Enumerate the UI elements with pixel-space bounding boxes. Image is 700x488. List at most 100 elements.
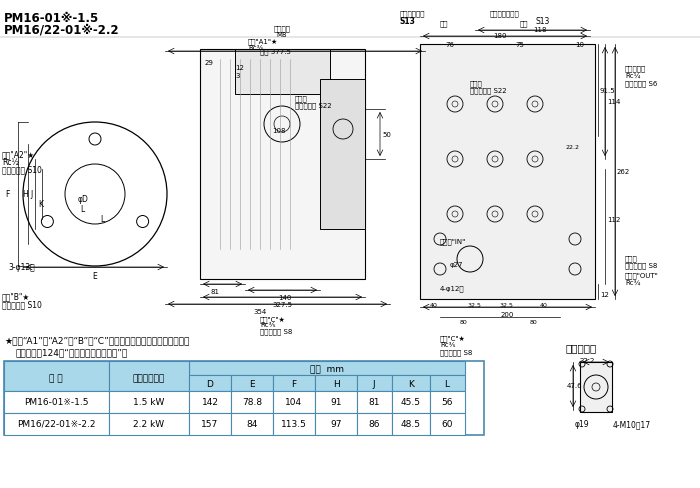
Bar: [315, 413, 357, 435]
Text: 加油口: 加油口: [295, 95, 308, 102]
Bar: [189, 375, 231, 391]
Text: 流量调节器蜗钉: 流量调节器蜗钉: [490, 10, 519, 17]
Text: 吸入口详情: 吸入口详情: [565, 342, 596, 352]
Text: K: K: [38, 200, 43, 209]
Bar: [430, 375, 465, 391]
Bar: [231, 391, 273, 413]
Bar: [357, 413, 392, 435]
Text: 压力检测口: 压力检测口: [625, 65, 646, 71]
Text: 200: 200: [500, 311, 514, 317]
Text: 180: 180: [494, 33, 507, 39]
Text: 3-φ12孔: 3-φ12孔: [8, 263, 35, 271]
Text: 40: 40: [540, 303, 548, 307]
Text: 接口"C"★: 接口"C"★: [440, 334, 466, 341]
Text: 104: 104: [286, 397, 302, 406]
Text: 48.5: 48.5: [401, 419, 421, 428]
Text: L: L: [100, 215, 104, 224]
Text: 80: 80: [460, 319, 468, 325]
Bar: [430, 391, 465, 413]
Text: 80: 80: [530, 319, 538, 325]
Text: 升压: 升压: [440, 20, 449, 26]
Text: 112: 112: [607, 217, 620, 223]
Text: 油塞内六角 S8: 油塞内六角 S8: [260, 327, 293, 334]
Text: 108: 108: [272, 128, 286, 134]
Bar: [189, 361, 465, 375]
Text: 压力调节蜗钉: 压力调节蜗钉: [400, 10, 426, 17]
Text: 327.5: 327.5: [272, 302, 292, 307]
Text: 40: 40: [430, 303, 438, 307]
Bar: [392, 413, 430, 435]
Text: L: L: [80, 204, 84, 214]
Text: J: J: [30, 190, 32, 199]
Text: PM16-01※-1.5: PM16-01※-1.5: [4, 12, 99, 25]
Bar: [580, 362, 612, 412]
Text: Rc¾: Rc¾: [625, 280, 640, 285]
Text: 最大 377.5: 最大 377.5: [260, 48, 290, 55]
Bar: [357, 375, 392, 391]
Text: J: J: [372, 379, 375, 388]
Text: 尺寸  mm: 尺寸 mm: [310, 364, 344, 373]
Text: 接口"A2"★: 接口"A2"★: [2, 150, 35, 159]
Text: 50: 50: [382, 132, 391, 138]
Text: L: L: [444, 379, 449, 388]
Text: 97: 97: [330, 419, 342, 428]
Text: F: F: [5, 190, 9, 199]
Text: 油塞内六角 S22: 油塞内六角 S22: [470, 87, 507, 93]
Text: 45.5: 45.5: [401, 397, 421, 406]
Text: 32.5: 32.5: [500, 303, 514, 307]
Bar: [231, 413, 273, 435]
Text: 接口"B"★: 接口"B"★: [2, 291, 30, 301]
Text: 142: 142: [202, 397, 218, 406]
Text: E: E: [92, 271, 97, 281]
Text: φD: φD: [78, 195, 88, 204]
Bar: [4, 361, 484, 435]
Text: S13: S13: [400, 17, 416, 26]
Text: 12: 12: [235, 65, 244, 71]
Text: 加油口: 加油口: [470, 80, 483, 86]
Text: 114: 114: [607, 99, 620, 105]
Text: 262: 262: [617, 169, 630, 175]
Text: 排气口: 排气口: [625, 254, 638, 261]
Text: 81: 81: [368, 397, 379, 406]
Bar: [189, 391, 231, 413]
Bar: [273, 375, 315, 391]
Text: 84: 84: [246, 419, 258, 428]
Text: 接口"C"★: 接口"C"★: [260, 315, 286, 322]
Text: 91.5: 91.5: [600, 88, 615, 94]
Text: φ19: φ19: [575, 419, 589, 428]
Text: K: K: [408, 379, 414, 388]
Text: PM16/22-01※-2.2: PM16/22-01※-2.2: [4, 24, 120, 37]
Bar: [420, 45, 595, 299]
Text: F: F: [291, 379, 297, 388]
Text: 86: 86: [368, 419, 379, 428]
Text: 140: 140: [279, 294, 292, 301]
Text: 减小: 减小: [520, 20, 528, 26]
Bar: [315, 375, 357, 391]
Bar: [4, 361, 109, 391]
Text: 型 号: 型 号: [49, 373, 63, 382]
Text: 起吊蜗钉: 起吊蜗钉: [274, 25, 290, 32]
Text: H: H: [332, 379, 340, 388]
Text: Rc¼: Rc¼: [625, 73, 640, 79]
Text: φ27: φ27: [450, 262, 463, 267]
Text: 32.5: 32.5: [468, 303, 482, 307]
Text: 113.5: 113.5: [281, 419, 307, 428]
Text: 91: 91: [330, 397, 342, 406]
Text: 油塞内六角 S8: 油塞内六角 S8: [440, 348, 473, 355]
Bar: [320, 80, 365, 229]
Text: 22.2: 22.2: [580, 357, 595, 363]
Text: 354: 354: [253, 308, 267, 314]
Text: PM16/22-01※-2.2: PM16/22-01※-2.2: [17, 419, 95, 428]
Text: H: H: [22, 190, 28, 199]
Text: 油塞内六角 S8: 油塞内六角 S8: [625, 262, 657, 268]
Text: 详情请参见124页“电机泵使用注意事项”。: 详情请参见124页“电机泵使用注意事项”。: [16, 347, 128, 356]
Text: 2.2 kW: 2.2 kW: [134, 419, 164, 428]
Text: 47.6: 47.6: [567, 382, 582, 388]
Text: Rc⅗: Rc⅗: [248, 45, 263, 51]
Bar: [4, 413, 109, 435]
Text: 1.5 kW: 1.5 kW: [133, 397, 164, 406]
Bar: [200, 50, 365, 280]
Text: Rc⅗: Rc⅗: [440, 341, 456, 347]
Text: 4-M10深17: 4-M10深17: [613, 419, 651, 428]
Text: 4-φ12孔: 4-φ12孔: [440, 285, 465, 291]
